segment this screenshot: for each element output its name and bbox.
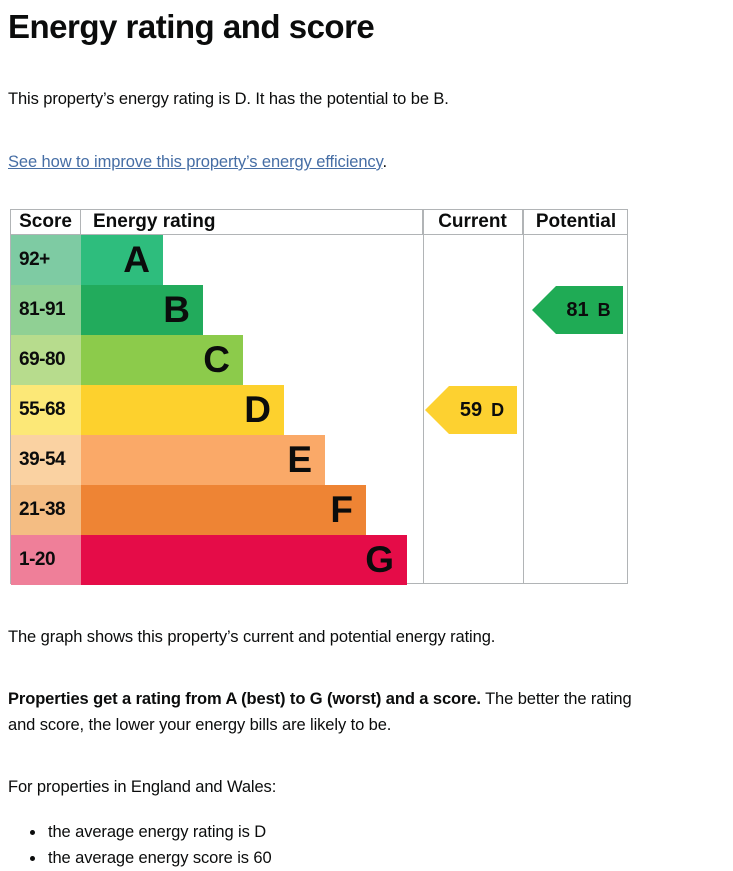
chart-header-row: Score Energy rating Current Potential <box>11 210 627 235</box>
link-suffix: . <box>383 153 387 171</box>
rating-explanation-bold: Properties get a rating from A (best) to… <box>8 690 481 708</box>
average-score-item: the average energy score is 60 <box>46 846 646 871</box>
average-rating-item: the average energy rating is D <box>46 820 646 846</box>
band-score-range: 55-68 <box>11 385 81 435</box>
epc-band-row: 92+A <box>11 235 629 285</box>
header-energy-rating: Energy rating <box>81 210 423 234</box>
improve-link-paragraph: See how to improve this property’s energ… <box>8 149 633 175</box>
current-score: 59 <box>460 399 482 422</box>
band-bar-e: E <box>81 435 325 485</box>
band-score-range: 21-38 <box>11 485 81 535</box>
column-divider-potential <box>523 210 524 583</box>
band-score-range: 69-80 <box>11 335 81 385</box>
band-bar-c: C <box>81 335 243 385</box>
potential-letter: B <box>598 300 611 321</box>
header-score: Score <box>11 210 81 234</box>
potential-score: 81 <box>566 299 588 322</box>
energy-rating-chart: Score Energy rating Current Potential 92… <box>10 209 628 584</box>
intro-text: This property’s energy rating is D. It h… <box>8 86 633 112</box>
band-bar-d: D <box>81 385 284 435</box>
region-heading: For properties in England and Wales: <box>8 774 633 800</box>
header-potential: Potential <box>523 210 629 234</box>
band-score-range: 92+ <box>11 235 81 285</box>
band-bar-b: B <box>81 285 203 335</box>
graph-caption: The graph shows this property’s current … <box>8 624 633 650</box>
rating-explanation: Properties get a rating from A (best) to… <box>8 686 633 738</box>
current-letter: D <box>491 400 504 421</box>
page-title: Energy rating and score <box>8 8 733 46</box>
average-facts-list: the average energy rating is D the avera… <box>46 820 646 871</box>
column-divider-current <box>423 210 424 583</box>
band-bar-g: G <box>81 535 407 585</box>
band-bar-f: F <box>81 485 366 535</box>
band-score-range: 39-54 <box>11 435 81 485</box>
band-bar-a: A <box>81 235 163 285</box>
band-score-range: 81-91 <box>11 285 81 335</box>
improve-link[interactable]: See how to improve this property’s energ… <box>8 153 383 171</box>
band-score-range: 1-20 <box>11 535 81 585</box>
header-current: Current <box>423 210 523 234</box>
